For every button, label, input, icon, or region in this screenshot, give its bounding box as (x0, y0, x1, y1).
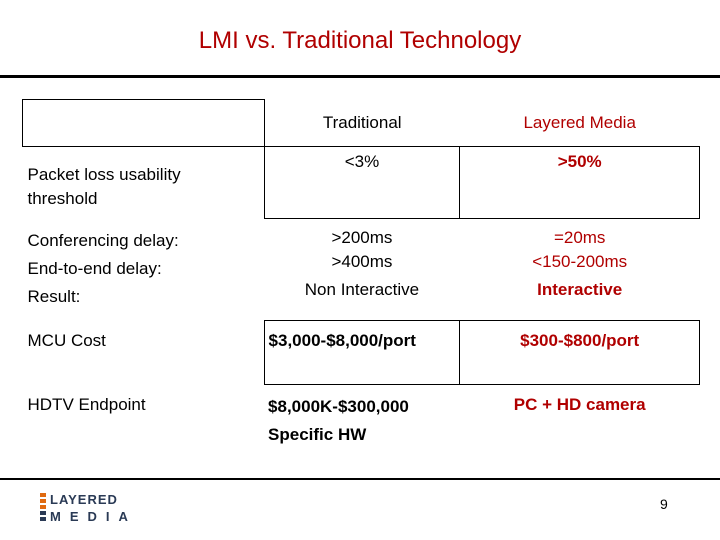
cell-line: PC + HD camera (513, 395, 646, 414)
cell-line: $3,000-$8,000/port (268, 331, 416, 350)
cell-line: Interactive (537, 280, 623, 299)
top-divider (0, 75, 720, 78)
cell-line: <3% (344, 152, 380, 171)
row-label: Packet loss usability threshold (23, 147, 265, 219)
cell-line: Non Interactive (304, 280, 420, 299)
page-number: 9 (660, 496, 668, 512)
row-label-line: Packet loss usability (27, 165, 181, 184)
table-row: HDTV Endpoint $8,000K-$300,000 Specific … (23, 385, 700, 456)
row-label-line: End-to-end delay: (27, 258, 162, 278)
cell-line: $8,000K-$300,000 (268, 397, 409, 416)
bottom-divider (0, 478, 720, 480)
header-layered-media: Layered Media (523, 112, 636, 132)
cell-line: >200ms (331, 228, 393, 247)
cell-line: >400ms (331, 252, 393, 271)
traditional-cell: <3% (263, 146, 461, 219)
table-row: Packet loss usability threshold <3% >50% (23, 146, 700, 219)
logo-text-top: LAYERED (50, 492, 118, 507)
row-label: MCU Cost (23, 321, 265, 385)
row-label-line: threshold (27, 189, 98, 208)
row-label-line: HDTV Endpoint (27, 394, 146, 414)
layered-cell: PC + HD camera (460, 385, 700, 456)
row-label: Conferencing delay: End-to-end delay: Re… (23, 219, 265, 321)
header-traditional: Traditional (322, 112, 402, 132)
table-row: MCU Cost $3,000-$8,000/port $300-$800/po… (23, 320, 700, 385)
layered-cell: =20ms <150-200ms Interactive (460, 219, 700, 321)
cell-line: <150-200ms (532, 252, 628, 271)
cell-line: =20ms (553, 228, 606, 247)
layered-media-logo: LAYERED MEDIA (40, 491, 135, 525)
cell-line: Specific HW (268, 425, 367, 444)
layered-cell: >50% (459, 146, 700, 219)
cell-line: >50% (557, 152, 602, 171)
logo-text-bottom: MEDIA (50, 509, 135, 524)
traditional-cell: >200ms >400ms Non Interactive (264, 219, 460, 321)
traditional-cell: $3,000-$8,000/port (263, 320, 461, 385)
header-row: Traditional Layered Media (22, 99, 700, 147)
cell-line: $300-$800/port (520, 331, 640, 350)
comparison-table: Traditional Layered Media Packet loss us… (22, 99, 700, 456)
layered-cell: $300-$800/port (459, 320, 700, 385)
row-label-line: MCU Cost (27, 330, 106, 350)
traditional-cell: $8,000K-$300,000 Specific HW (264, 385, 460, 456)
row-label: HDTV Endpoint (23, 385, 265, 456)
logo-mark-icon: LAYERED MEDIA (40, 492, 135, 524)
row-label-line: Conferencing delay: (27, 230, 179, 250)
header-corner (22, 99, 265, 147)
slide-title: LMI vs. Traditional Technology (198, 27, 522, 54)
row-label-line: Result: (27, 286, 81, 306)
table-row: Conferencing delay: End-to-end delay: Re… (23, 219, 700, 321)
